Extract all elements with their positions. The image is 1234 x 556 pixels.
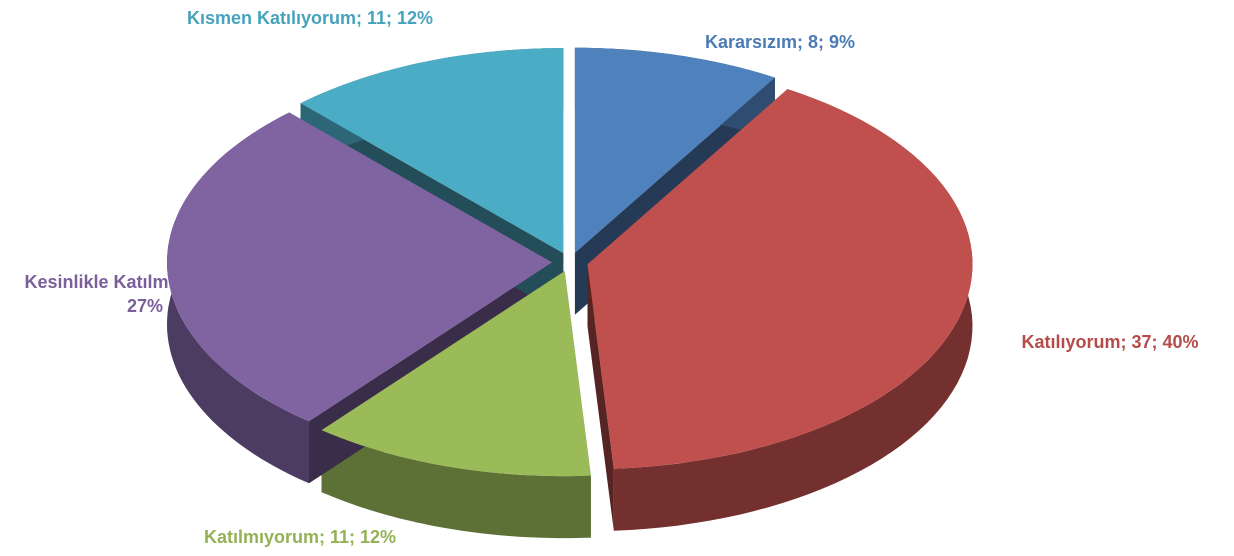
slice-wall <box>587 264 614 531</box>
pie-slice <box>300 48 564 254</box>
slice-wall <box>613 89 973 531</box>
data-label: Kısmen Katılıyorum; 11; 12% <box>186 8 434 28</box>
slice-tops <box>167 47 973 477</box>
pie-slice <box>321 271 591 477</box>
pie-slice <box>587 89 973 469</box>
data-label: Kararsızım; 8; 9% <box>704 32 856 52</box>
slice-wall <box>321 430 591 539</box>
data-label: Katılıyorum; 37; 40% <box>1021 332 1199 352</box>
pie-slice <box>574 47 775 253</box>
pie-slice <box>167 112 553 422</box>
data-label: Katılmıyorum; 11; 12% <box>203 527 397 547</box>
